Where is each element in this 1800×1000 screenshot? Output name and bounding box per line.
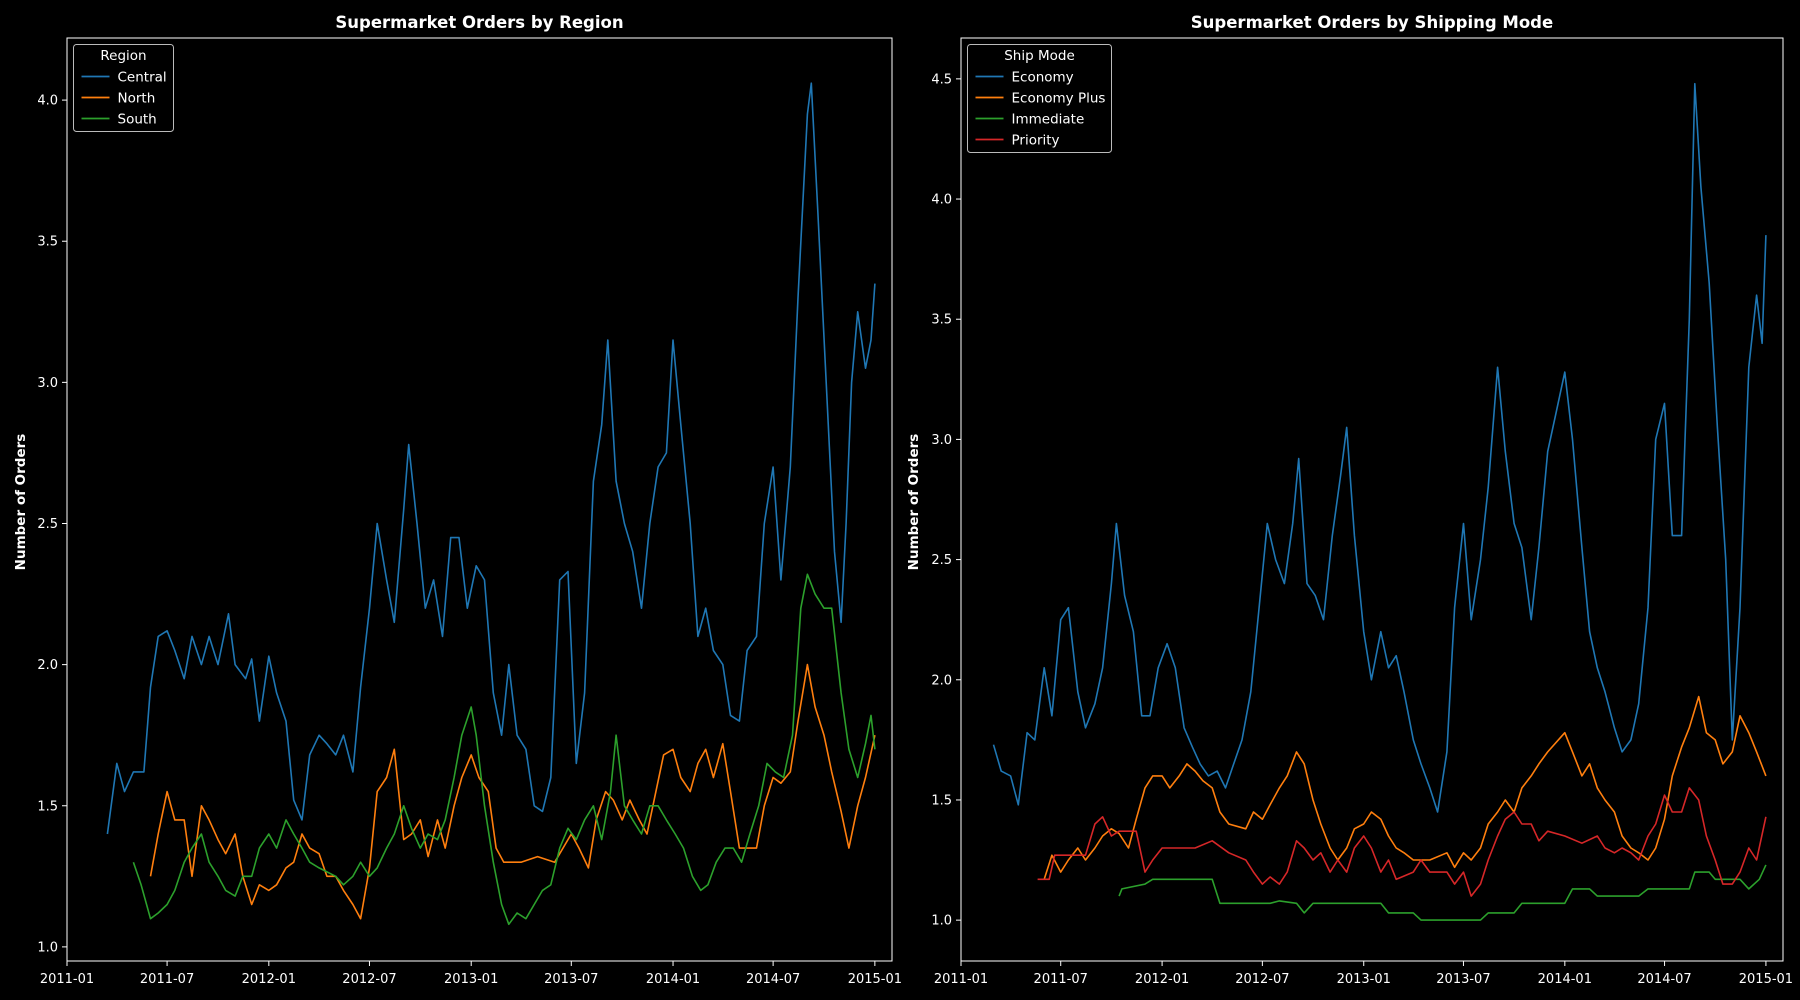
y-tick-label: 2.5 xyxy=(37,517,58,532)
legend-title: Region xyxy=(100,48,146,64)
y-axis-ticks: 1.0 1.5 2.0 2.5 3.0 3.5 4.0 4.5 xyxy=(931,72,961,929)
legend-items: Economy Economy Plus Immediate Priority xyxy=(975,70,1106,149)
x-tick-label: 2012-07 xyxy=(1235,972,1289,987)
y-tick-label: 2.5 xyxy=(931,553,952,568)
legend-label: South xyxy=(118,112,157,128)
x-tick-label: 2015-01 xyxy=(848,972,902,987)
x-tick-label: 2014-01 xyxy=(1538,972,1592,987)
legend-label: North xyxy=(118,91,156,107)
plot-frame xyxy=(960,37,1784,962)
series-line-0 xyxy=(106,82,876,835)
legend-label: Immediate xyxy=(1012,112,1085,128)
x-tick-label: 2012-07 xyxy=(342,972,396,987)
plot-area xyxy=(960,37,1784,962)
y-tick-label: 1.0 xyxy=(931,914,952,929)
chart-title: Supermarket Orders by Shipping Mode xyxy=(1191,13,1553,32)
y-tick-label: 4.0 xyxy=(37,94,58,109)
y-tick-label: 4.5 xyxy=(931,72,952,87)
series-line-1 xyxy=(149,663,876,920)
x-tick-label: 2011-07 xyxy=(140,972,194,987)
y-axis-label: Number of Orders xyxy=(13,434,29,571)
x-tick-label: 2012-01 xyxy=(242,972,296,987)
plot-frame xyxy=(66,37,893,962)
legend-label: Central xyxy=(118,70,167,86)
y-tick-label: 1.5 xyxy=(931,793,952,808)
legend: Region Central North South xyxy=(73,44,174,132)
x-tick-label: 2013-07 xyxy=(544,972,598,987)
y-tick-label: 3.5 xyxy=(931,313,952,328)
x-tick-label: 2011-01 xyxy=(934,972,988,987)
y-tick-label: 1.5 xyxy=(37,799,58,814)
y-tick-label: 3.0 xyxy=(931,433,952,448)
x-tick-label: 2013-07 xyxy=(1436,972,1490,987)
legend: Ship Mode Economy Economy Plus Immediate Pr… xyxy=(967,44,1112,153)
series-line-2 xyxy=(132,573,876,926)
series-line-3 xyxy=(1037,787,1767,897)
legend-label: Economy Plus xyxy=(1012,91,1106,107)
y-axis-label: Number of Orders xyxy=(906,434,922,571)
x-tick-label: 2011-01 xyxy=(40,972,94,987)
series-layer xyxy=(106,82,876,926)
y-tick-label: 2.0 xyxy=(37,658,58,673)
x-tick-label: 2013-01 xyxy=(444,972,498,987)
series-line-1 xyxy=(1043,695,1767,880)
x-tick-label: 2012-01 xyxy=(1135,972,1189,987)
series-layer xyxy=(992,82,1767,921)
y-tick-label: 1.0 xyxy=(37,940,58,955)
x-tick-label: 2011-07 xyxy=(1034,972,1088,987)
y-axis-ticks: 1.0 1.5 2.0 2.5 3.0 3.5 4.0 xyxy=(37,94,67,955)
x-axis-ticks: 2011-01 2011-07 2012-01 2012-07 2013-01 2013-… xyxy=(934,961,1793,987)
legend-box xyxy=(73,44,174,132)
x-tick-label: 2015-01 xyxy=(1739,972,1793,987)
legend-label: Economy xyxy=(1012,70,1074,86)
x-tick-label: 2014-07 xyxy=(746,972,800,987)
chart-title: Supermarket Orders by Region xyxy=(335,13,623,32)
legend-title: Ship Mode xyxy=(1004,48,1075,64)
x-tick-label: 2014-07 xyxy=(1637,972,1691,987)
x-tick-label: 2014-01 xyxy=(646,972,700,987)
y-tick-label: 2.0 xyxy=(931,673,952,688)
legend-label: Priority xyxy=(1012,133,1060,149)
x-tick-label: 2013-01 xyxy=(1337,972,1391,987)
y-tick-label: 3.5 xyxy=(37,235,58,250)
ship-mode-chart-panel: Supermarket Orders by Shipping Mode Numb… xyxy=(906,13,1793,987)
y-tick-label: 4.0 xyxy=(931,193,952,208)
legend-box xyxy=(967,44,1112,153)
series-line-0 xyxy=(992,82,1767,813)
legend-items: Central North South xyxy=(81,70,167,128)
region-chart-panel: Supermarket Orders by Region Number of O… xyxy=(13,13,902,987)
plot-area xyxy=(66,37,893,962)
series-line-2 xyxy=(1118,864,1767,921)
y-tick-label: 3.0 xyxy=(37,376,58,391)
x-axis-ticks: 2011-01 2011-07 2012-01 2012-07 2013-01 2013-… xyxy=(40,961,902,987)
